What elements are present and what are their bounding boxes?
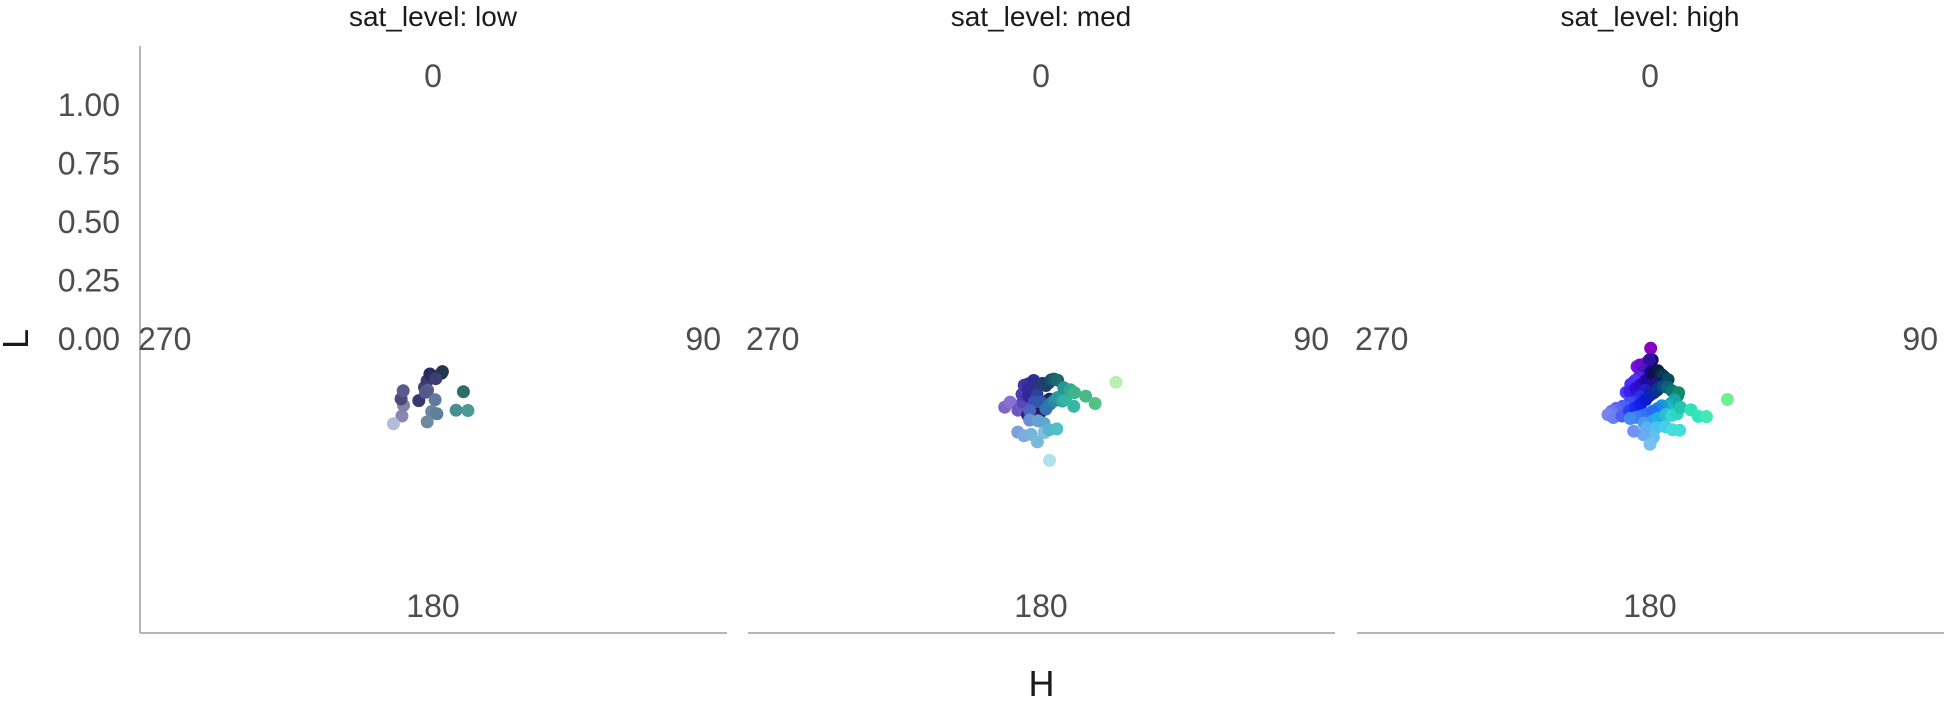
- facet-strip-label: sat_level: high: [1560, 1, 1739, 32]
- data-point: [1673, 423, 1687, 437]
- x-axis-title: H: [1029, 663, 1055, 700]
- data-point: [1643, 437, 1657, 451]
- data-point: [461, 404, 475, 417]
- data-point: [1003, 395, 1017, 409]
- y-axis-title: L: [0, 329, 36, 349]
- angle-tick-label: 180: [406, 588, 459, 624]
- data-point: [420, 415, 434, 429]
- data-point: [1043, 453, 1056, 467]
- data-point: [456, 385, 470, 399]
- data-point: [1050, 422, 1064, 436]
- data-point: [386, 417, 400, 431]
- data-point: [428, 393, 442, 407]
- angle-tick-label: 270: [138, 321, 191, 357]
- data-point: [1720, 393, 1734, 406]
- data-point: [1109, 375, 1123, 389]
- data-point: [1068, 386, 1081, 400]
- angle-tick-label: 180: [1014, 588, 1067, 624]
- angle-tick-label: 270: [1355, 321, 1408, 357]
- data-point: [1644, 341, 1658, 355]
- y-tick-label: 0.00: [58, 321, 120, 357]
- angle-tick-label: 0: [1032, 58, 1050, 94]
- y-tick-label: 0.25: [58, 263, 120, 299]
- data-point: [1623, 412, 1637, 425]
- facet-strip-label: sat_level: med: [951, 1, 1132, 32]
- angle-tick-label: 0: [424, 58, 442, 94]
- facet-strip-label: sat_level: low: [349, 1, 518, 32]
- data-point: [1674, 400, 1687, 414]
- data-point: [1642, 353, 1656, 367]
- data-point: [1627, 424, 1641, 438]
- data-point: [449, 403, 463, 417]
- angle-tick-label: 90: [685, 321, 721, 357]
- data-point: [419, 385, 432, 399]
- data-point: [429, 372, 443, 386]
- data-point: [1067, 399, 1081, 413]
- y-tick-label: 0.50: [58, 204, 120, 240]
- data-point: [1079, 389, 1093, 403]
- data-point: [430, 407, 444, 421]
- data-point: [1030, 435, 1044, 449]
- data-point: [395, 409, 409, 423]
- angle-tick-label: 180: [1623, 588, 1676, 624]
- data-point: [1699, 410, 1713, 424]
- data-point: [1088, 397, 1102, 410]
- y-tick-label: 0.75: [58, 146, 120, 182]
- y-tick-label: 1.00: [58, 87, 120, 123]
- angle-tick-label: 90: [1902, 321, 1938, 357]
- data-point: [396, 384, 410, 398]
- angle-tick-label: 270: [746, 321, 799, 357]
- angle-tick-label: 90: [1293, 321, 1329, 357]
- data-point: [1023, 404, 1037, 418]
- angle-tick-label: 0: [1641, 58, 1659, 94]
